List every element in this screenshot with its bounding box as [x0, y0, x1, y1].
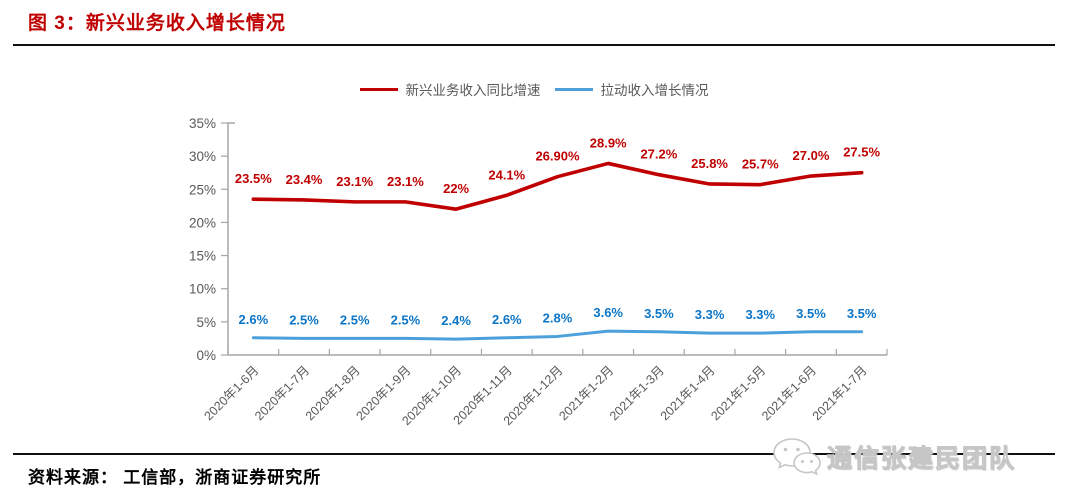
- y-tick-label: 25%: [189, 182, 216, 197]
- y-tick-label: 20%: [189, 215, 216, 230]
- y-tick-label: 10%: [189, 282, 216, 297]
- red-series-line: [251, 161, 864, 211]
- data-point-label: 24.1%: [488, 167, 525, 182]
- data-point-label: 25.7%: [742, 157, 779, 172]
- legend-item-red-series: 新兴业务收入同比增速: [359, 79, 541, 99]
- red-line-swatch: [359, 87, 398, 91]
- data-point-label: 28.9%: [590, 135, 627, 150]
- data-point-label: 23.1%: [387, 174, 424, 189]
- chart-legend: 新兴业务收入同比增速 拉动收入增长情况: [0, 79, 1068, 99]
- data-point-label: 26.90%: [535, 149, 580, 164]
- wechat-bubbles-icon: [773, 438, 821, 476]
- data-point-label: 3.5%: [644, 306, 674, 321]
- title-divider: [13, 44, 1055, 46]
- y-tick-label: 30%: [189, 149, 216, 164]
- data-point-label: 22%: [443, 181, 469, 196]
- data-point-label: 27.5%: [843, 145, 880, 160]
- data-point-label: 3.3%: [695, 307, 725, 322]
- footer-divider: [13, 453, 1055, 455]
- data-point-label: 3.3%: [745, 307, 775, 322]
- data-point-label: 2.5%: [289, 312, 319, 327]
- legend-label: 拉动收入增长情况: [600, 83, 709, 98]
- data-point-label: 2.5%: [340, 312, 370, 327]
- y-tick-label: 35%: [189, 116, 216, 131]
- blue-line-swatch: [554, 87, 593, 91]
- data-point-label: 2.4%: [441, 313, 471, 328]
- data-point-label: 27.2%: [640, 147, 677, 162]
- data-point-label: 3.6%: [593, 305, 623, 320]
- source-note: 资料来源： 工信部，浙商证券研究所: [28, 468, 322, 487]
- figure-title: 图 3：新兴业务收入增长情况: [28, 13, 286, 34]
- y-tick-label: 15%: [189, 249, 216, 264]
- data-point-label: 2.6%: [492, 312, 522, 327]
- data-point-label: 3.5%: [796, 306, 826, 321]
- watermark: 通信张建民团队: [771, 436, 1016, 478]
- data-point-label: 2.5%: [391, 312, 421, 327]
- x-category-label: 2021年1-7月: [810, 363, 870, 423]
- legend-item-blue-series: 拉动收入增长情况: [554, 79, 709, 99]
- data-point-label: 23.4%: [286, 172, 323, 187]
- y-tick-label: 5%: [196, 315, 216, 330]
- watermark-text: 通信张建民团队: [826, 445, 1016, 474]
- data-point-label: 23.5%: [235, 171, 272, 186]
- data-point-label: 25.8%: [691, 156, 728, 171]
- legend-label: 新兴业务收入同比增速: [405, 83, 541, 98]
- data-point-label: 2.8%: [543, 310, 573, 325]
- blue-series-line: [251, 329, 864, 341]
- data-point-label: 2.6%: [239, 312, 269, 327]
- data-point-label: 27.0%: [793, 148, 830, 163]
- y-tick-label: 0%: [196, 348, 216, 363]
- data-point-label: 23.1%: [336, 174, 373, 189]
- data-point-label: 3.5%: [847, 306, 877, 321]
